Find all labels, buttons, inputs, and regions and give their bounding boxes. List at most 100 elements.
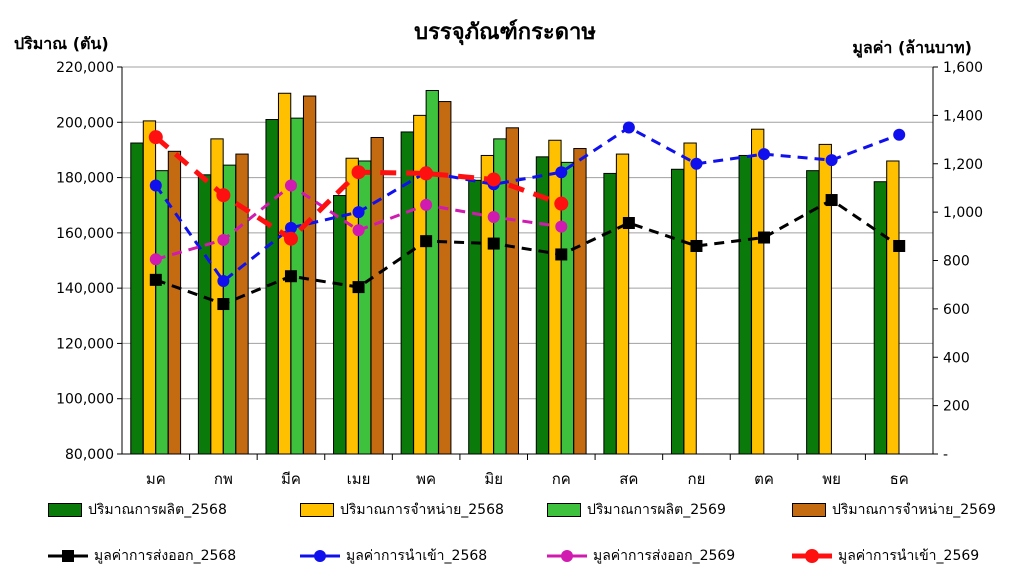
data-point	[486, 172, 501, 187]
x-tick-label: กพ	[214, 470, 233, 488]
legend-item: ปริมาณการจำหน่าย_2569	[792, 499, 996, 521]
bar	[425, 89, 439, 455]
bar	[290, 117, 304, 455]
data-point	[555, 166, 568, 179]
data-point	[893, 128, 906, 141]
bar	[751, 128, 765, 455]
bar	[886, 160, 900, 455]
legend-item: ปริมาณการผลิต_2569	[547, 499, 726, 521]
data-point	[351, 165, 366, 180]
data-point	[149, 253, 162, 266]
y2-tick-label: 400	[943, 350, 970, 366]
bar	[573, 148, 587, 455]
legend-line-swatch	[48, 546, 88, 566]
data-point	[758, 231, 771, 244]
legend-label: ปริมาณการผลิต_2569	[587, 502, 726, 518]
bar	[818, 143, 832, 455]
y-tick-label: 160,000	[56, 226, 114, 242]
x-tick-label: พค	[416, 470, 436, 488]
x-tick-label: กย	[688, 470, 706, 488]
y-tick-label: 180,000	[56, 171, 114, 187]
bar	[438, 101, 452, 455]
bar	[333, 195, 347, 455]
data-point	[690, 157, 703, 170]
legend-label: มูลค่าการนำเข้า_2569	[838, 548, 980, 564]
data-point	[352, 224, 365, 237]
bar	[130, 142, 144, 455]
bar	[548, 139, 562, 455]
series-line	[154, 125, 900, 284]
bar	[603, 172, 617, 455]
data-point	[487, 210, 500, 223]
data-point	[555, 248, 568, 261]
bar	[505, 127, 520, 455]
data-point	[622, 121, 635, 134]
data-point	[622, 217, 635, 230]
bar	[142, 120, 157, 455]
y2-tick-label: 600	[943, 302, 970, 318]
legend-label: มูลค่าการส่งออก_2568	[94, 548, 237, 564]
x-tick-label: มิย	[484, 470, 503, 488]
y2-tick-label: 1,400	[943, 108, 983, 124]
bar	[167, 150, 182, 455]
data-point	[420, 198, 433, 211]
data-point	[555, 220, 568, 233]
chart-legend: ปริมาณการผลิต_2568 ปริมาณการจำหน่าย_2568 ป…	[0, 492, 1010, 572]
y-tick-label: 220,000	[56, 60, 114, 76]
bar	[302, 95, 317, 455]
data-point	[149, 179, 162, 192]
y-axis-label-right: มูลค่า (ล้านบาท)	[852, 38, 972, 57]
bar	[358, 160, 372, 455]
legend-item: มูลค่าการนำเข้า_2569	[792, 545, 979, 567]
legend-item: มูลค่าการส่งออก_2569	[547, 545, 735, 567]
bar	[670, 168, 685, 455]
data-point	[217, 233, 230, 246]
legend-line-swatch	[792, 546, 832, 566]
bar	[873, 181, 888, 455]
bar	[155, 170, 169, 455]
bar	[468, 179, 482, 455]
y2-tick-label: 1,000	[943, 205, 983, 221]
bar	[806, 170, 820, 455]
legend-swatch	[300, 503, 334, 517]
y-tick-label: 80,000	[65, 447, 114, 463]
legend-label: มูลค่าการนำเข้า_2568	[346, 548, 488, 564]
legend-swatch	[48, 503, 82, 517]
bar	[197, 174, 212, 455]
bar	[210, 138, 224, 455]
data-point	[283, 231, 298, 246]
data-point	[554, 196, 569, 211]
y2-tick-label: -	[943, 447, 948, 463]
data-point	[893, 239, 906, 252]
data-point	[148, 130, 163, 145]
bar	[615, 153, 630, 455]
x-tick-label: กค	[552, 470, 571, 488]
chart-title: บรรจุภัณฑ์กระดาษ	[414, 20, 596, 45]
y2-tick-label: 800	[943, 254, 970, 270]
legend-item: ปริมาณการจำหน่าย_2568	[300, 499, 504, 521]
y-tick-label: 100,000	[56, 392, 114, 408]
legend-label: มูลค่าการส่งออก_2569	[593, 548, 736, 564]
legend-label: ปริมาณการจำหน่าย_2569	[832, 502, 996, 518]
data-point	[690, 239, 703, 252]
data-point	[284, 179, 297, 192]
y-axis-label-left: ปริมาณ (ตัน)	[14, 34, 109, 53]
legend-swatch	[547, 503, 581, 517]
x-tick-label: สค	[619, 470, 638, 488]
bar	[413, 114, 427, 455]
bar	[370, 136, 384, 455]
bar	[345, 157, 359, 455]
y-tick-label: 120,000	[56, 336, 114, 352]
series-line	[155, 198, 901, 306]
legend-line-swatch	[300, 546, 340, 566]
y2-tick-label: 200	[943, 399, 970, 415]
x-tick-label: ตค	[754, 470, 774, 488]
bar	[738, 154, 752, 455]
y2-tick-label: 1,200	[943, 157, 983, 173]
data-point	[217, 275, 230, 288]
data-point	[284, 221, 297, 234]
legend-item: ปริมาณการผลิต_2568	[48, 499, 227, 521]
data-point	[758, 148, 771, 161]
data-point	[487, 237, 500, 250]
